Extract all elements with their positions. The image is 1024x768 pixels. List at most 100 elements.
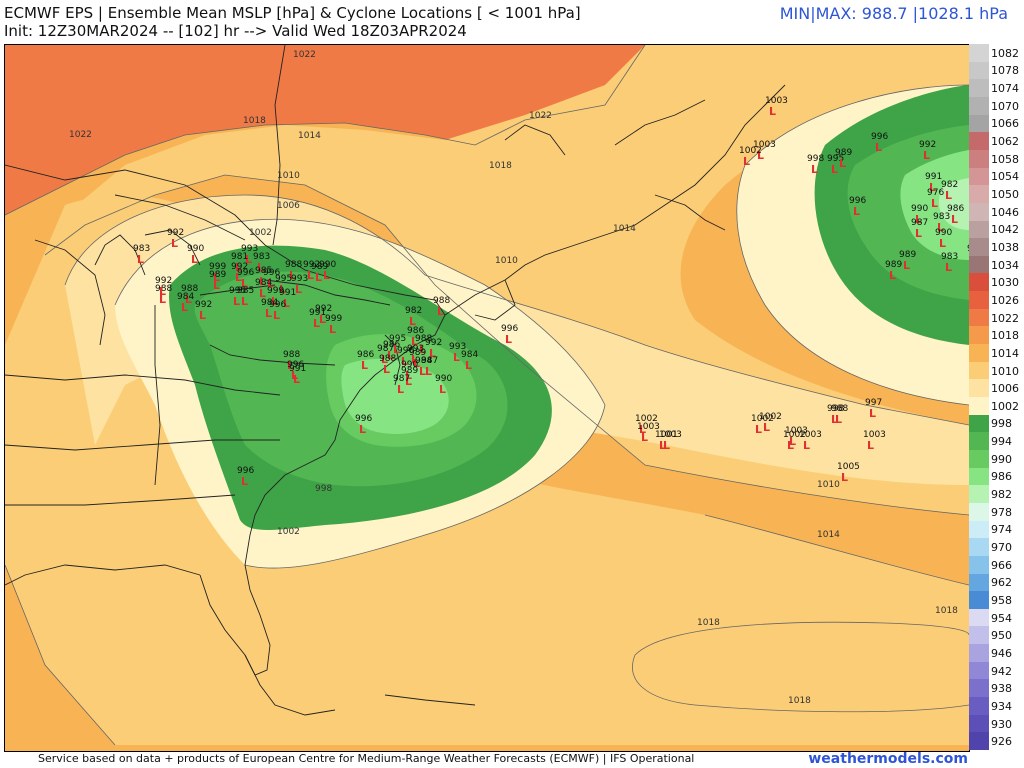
low-marker: L xyxy=(291,369,298,382)
colorbar-swatch xyxy=(969,697,989,716)
low-marker: L xyxy=(923,149,930,162)
cyclone-pressure-label: 1002 xyxy=(751,414,774,424)
isobar-label: 1002 xyxy=(249,228,272,238)
cyclone-pressure-label: 996 xyxy=(269,300,286,310)
low-marker: L xyxy=(831,163,838,176)
cyclone-pressure-label: 986 xyxy=(383,340,400,350)
low-marker: L xyxy=(889,269,896,282)
cyclone-pressure-label: 990 xyxy=(187,244,204,254)
cyclone-pressure-label: 989 xyxy=(835,148,852,158)
low-marker: L xyxy=(755,423,762,436)
land-borders xyxy=(5,45,786,716)
low-marker: L xyxy=(267,277,274,290)
cyclone-pressure-label: 993 xyxy=(449,342,466,352)
low-marker: L xyxy=(279,283,286,296)
low-marker: L xyxy=(245,253,252,266)
colorbar-swatch xyxy=(969,732,989,751)
colorbar-label: 1082 xyxy=(991,46,1019,60)
isobar-label: 1014 xyxy=(298,131,321,141)
colorbar-label: 938 xyxy=(991,682,1012,696)
cyclone-pressure-label: 987 xyxy=(421,356,438,366)
cyclone-pressure-label: 984 xyxy=(461,350,478,360)
low-marker: L xyxy=(641,431,648,444)
low-marker: L xyxy=(929,181,936,194)
cyclone-pressure-label: 996 xyxy=(501,324,518,334)
colorbar-label: 1022 xyxy=(991,311,1019,325)
low-marker: L xyxy=(259,275,266,288)
low-marker: L xyxy=(411,335,418,348)
colorbar-label: 978 xyxy=(991,505,1012,519)
colorbar-swatch xyxy=(969,326,989,345)
low-marker: L xyxy=(329,323,336,336)
low-marker: L xyxy=(875,141,882,154)
cyclone-pressure-label: 990 xyxy=(935,228,952,238)
cyclone-pressure-label: 996 xyxy=(237,466,254,476)
cyclone-pressure-label: 992 xyxy=(167,228,184,238)
colorbar-label: 1014 xyxy=(991,346,1019,360)
colorbar-label: 1038 xyxy=(991,240,1019,254)
colorbar-label: 1078 xyxy=(991,64,1019,78)
cyclone-pressure-label: 999 xyxy=(325,314,342,324)
cyclone-pressure-label: 986 xyxy=(357,350,374,360)
cyclone-pressure-label: 1003 xyxy=(765,96,788,106)
cyclone-pressure-label: 990 xyxy=(911,204,928,214)
cyclone-pressure-label: 989 xyxy=(409,348,426,358)
low-marker: L xyxy=(835,413,842,426)
low-marker: L xyxy=(387,349,394,362)
low-marker: L xyxy=(213,279,220,292)
colorbar-swatch xyxy=(969,555,989,574)
cyclone-pressure-label: 988 xyxy=(155,284,172,294)
cyclone-pressure-label: 998 xyxy=(827,404,844,414)
colorbar-label: 934 xyxy=(991,699,1012,713)
cyclone-pressure-label: 987 xyxy=(911,218,928,228)
cyclone-pressure-label: 986 xyxy=(947,204,964,214)
colorbar-swatch xyxy=(969,44,989,63)
colorbar-swatch xyxy=(969,167,989,186)
low-marker: L xyxy=(257,261,264,274)
low-marker: L xyxy=(273,309,280,322)
low-marker: L xyxy=(419,365,426,378)
colorbar-label: 1018 xyxy=(991,329,1019,343)
colorbar-swatch xyxy=(969,661,989,680)
low-marker: L xyxy=(405,369,412,382)
colorbar-label: 1050 xyxy=(991,188,1019,202)
colorbar-swatch xyxy=(969,308,989,327)
low-marker: L xyxy=(381,353,388,366)
colorbar-swatch xyxy=(969,202,989,221)
brand-link[interactable]: weathermodels.com xyxy=(808,751,968,767)
colorbar-swatch xyxy=(969,608,989,627)
low-marker: L xyxy=(287,359,294,372)
low-marker: L xyxy=(811,163,818,176)
cyclone-pressure-label: 992 xyxy=(303,260,320,270)
low-marker: L xyxy=(839,157,846,170)
cyclone-pressure-label: 987 xyxy=(393,374,410,384)
colorbar-swatch xyxy=(969,538,989,557)
low-marker: L xyxy=(869,407,876,420)
colorbar-label: 942 xyxy=(991,664,1012,678)
